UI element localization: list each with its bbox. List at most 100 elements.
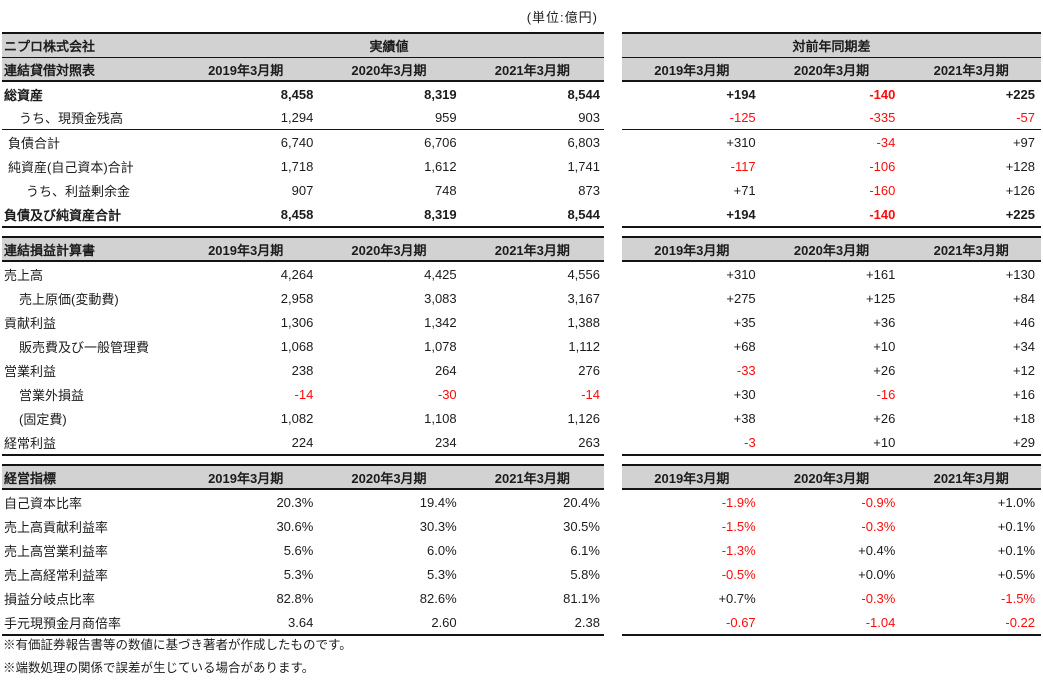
diff-value: +0.1%: [997, 542, 1036, 558]
actual-value: 8,544: [567, 206, 600, 222]
actual-value: 6,706: [424, 134, 457, 150]
actual-value: 1,388: [567, 314, 600, 330]
actual-value: 3.64: [288, 614, 314, 630]
year-column-header: 2019年3月期: [208, 62, 284, 78]
actual-value: 6.1%: [570, 542, 600, 558]
actual-value: 20.3%: [276, 494, 314, 510]
actual-value: 264: [434, 362, 457, 378]
header-row: 経営指標 2019年3月期 2020年3月期 2021年3月期: [2, 466, 604, 490]
row-label: 負債合計: [8, 135, 61, 151]
actual-value: 1,612: [424, 158, 457, 174]
diff-value: +128: [1005, 158, 1036, 174]
footnotes: ※有価証券報告書等の数値に基づき著者が作成したものです。 ※端数処理の関係で誤差…: [3, 639, 352, 681]
actual-value: 873: [578, 182, 600, 198]
actual-value: 263: [578, 434, 600, 450]
actual-value: 20.4%: [563, 494, 600, 510]
diff-value: +194: [726, 86, 756, 102]
actual-value: 30.5%: [563, 518, 600, 534]
diff-value: +1.0%: [997, 494, 1036, 510]
table-row: +194 -140 +225: [622, 82, 1041, 106]
actual-value: 2,958: [280, 290, 314, 306]
actual-value: 82.8%: [276, 590, 314, 606]
diff-value: +29: [1012, 434, 1036, 450]
header-row: 2019年3月期 2020年3月期 2021年3月期: [622, 58, 1041, 82]
actual-value: 1,306: [280, 314, 314, 330]
diff-value: +10: [873, 434, 896, 450]
diff-value: +161: [866, 266, 896, 282]
actual-value: 1,082: [280, 410, 314, 426]
year-column-header: 2019年3月期: [654, 470, 730, 486]
diff-value: -140: [869, 86, 896, 102]
year-column-header: 2019年3月期: [208, 242, 284, 258]
diff-value: -1.5%: [721, 518, 756, 534]
actual-value: 234: [434, 434, 457, 450]
diff-value: -1.5%: [1001, 590, 1036, 606]
actual-value: 1,126: [567, 410, 600, 426]
actual-value: 5.3%: [283, 566, 314, 582]
table-row: 負債合計 6,740 6,706 6,803: [2, 130, 604, 154]
diff-value: -0.22: [1005, 614, 1036, 630]
year-column-header: 2021年3月期: [933, 62, 1009, 78]
row-label: うち、利益剰余金: [26, 183, 131, 199]
diff-value: +26: [873, 410, 896, 426]
diff-value: -160: [869, 182, 896, 198]
header-row: 連結貸借対照表 2019年3月期 2020年3月期 2021年3月期: [2, 58, 604, 82]
diff-value: +36: [873, 314, 896, 330]
diff-value: +12: [1012, 362, 1036, 378]
diff-value: -335: [869, 110, 896, 125]
row-label: うち、現預金残高: [19, 111, 124, 126]
year-column-header: 2019年3月期: [208, 470, 284, 486]
diff-value: +125: [866, 290, 896, 306]
actual-value: 6.0%: [427, 542, 457, 558]
table-row: -125 -335 -57: [622, 106, 1041, 130]
diff-value: +97: [1012, 134, 1036, 150]
table-row: 営業利益 238 264 276: [2, 358, 604, 382]
year-column-header: 2020年3月期: [351, 470, 427, 486]
actual-value: 2.60: [431, 614, 457, 630]
year-column-header: 2019年3月期: [654, 62, 730, 78]
diff-value: +18: [1012, 410, 1036, 426]
table-row: -1.9% -0.9% +1.0%: [622, 490, 1041, 514]
actual-value: 6,803: [567, 134, 600, 150]
actual-value: 1,294: [280, 110, 314, 125]
row-label: 自己資本比率: [4, 495, 83, 511]
table-row: 売上高貢献利益率 30.6% 30.3% 30.5%: [2, 514, 604, 538]
table-row: 売上高営業利益率 5.6% 6.0% 6.1%: [2, 538, 604, 562]
diff-value: -140: [869, 206, 896, 222]
diff-value: -0.67: [726, 614, 756, 630]
row-label: 手元現預金月商倍率: [4, 615, 122, 631]
year-column-header: 2020年3月期: [793, 470, 870, 486]
diff-group-header: 対前年同期差: [792, 39, 871, 54]
row-label: 売上高営業利益率: [4, 543, 109, 559]
row-label: 純資産(自己資本)合計: [8, 159, 134, 175]
table-row: (固定費) 1,082 1,108 1,126: [2, 406, 604, 430]
year-column-header: 2021年3月期: [494, 470, 570, 486]
actuals-table: ニプロ株式会社 実績値 連結貸借対照表 2019年3月期 2020年3月期 2021年3月…: [2, 32, 604, 644]
diff-value: +26: [873, 362, 896, 378]
year-column-header: 2021年3月期: [933, 470, 1009, 486]
actual-value: 5.3%: [427, 566, 457, 582]
diff-value: +310: [726, 134, 756, 150]
actual-value: 4,556: [567, 266, 600, 282]
diff-value: +68: [733, 338, 756, 354]
header-row: 連結損益計算書 2019年3月期 2020年3月期 2021年3月期: [2, 238, 604, 262]
row-label: 貢献利益: [4, 315, 57, 331]
actual-value: 1,342: [424, 314, 457, 330]
actual-value: 81.1%: [563, 590, 600, 606]
header-row: 2019年3月期 2020年3月期 2021年3月期: [622, 238, 1041, 262]
year-column-header: 2020年3月期: [793, 242, 870, 258]
table-row: 経常利益 224 234 263: [2, 430, 604, 454]
header-row: 対前年同期差: [622, 34, 1041, 58]
diff-value: -1.9%: [721, 494, 756, 510]
diff-value: +30: [733, 386, 756, 402]
row-label: 経常利益: [4, 435, 57, 451]
actual-value: 5.8%: [570, 566, 600, 582]
row-label: 損益分岐点比率: [4, 591, 96, 607]
diff-value: -106: [869, 158, 896, 174]
header-row: ニプロ株式会社 実績値: [2, 34, 604, 58]
actual-value: 2.38: [574, 614, 600, 630]
actual-value: 5.6%: [283, 542, 314, 558]
table-row: 貢献利益 1,306 1,342 1,388: [2, 310, 604, 334]
diff-value: -16: [876, 386, 896, 402]
